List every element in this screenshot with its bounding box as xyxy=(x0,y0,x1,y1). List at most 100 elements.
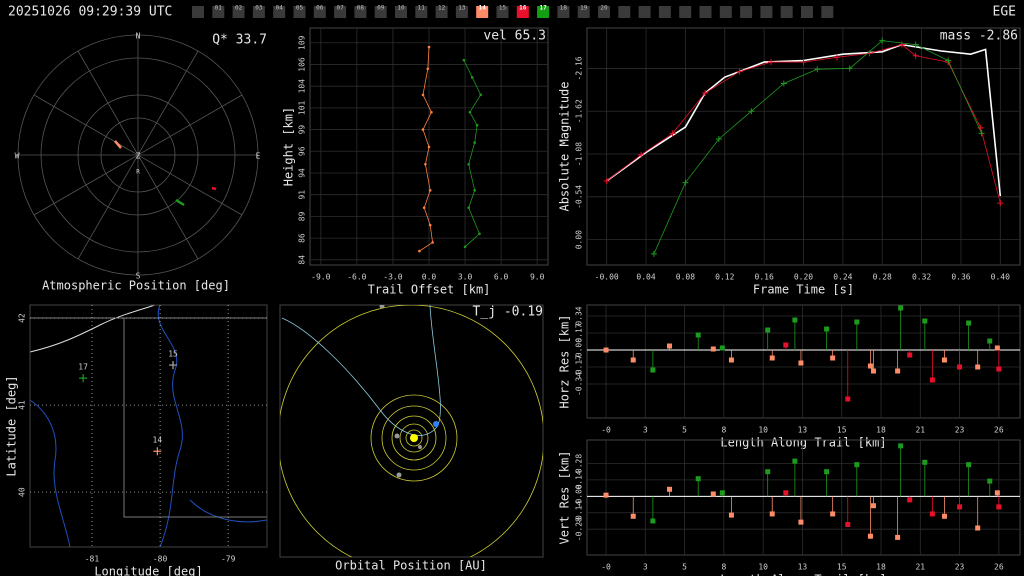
y-tick-label: -0.28 xyxy=(575,517,584,541)
station-marker xyxy=(79,374,88,383)
residual-marker xyxy=(996,366,1002,372)
point-marker xyxy=(473,189,476,192)
station-label: 04 xyxy=(276,5,284,12)
y-tick-label: 86 xyxy=(298,233,307,243)
x-tick-label: 15 xyxy=(837,426,847,435)
station-label: 11 xyxy=(418,5,426,12)
polar-plot xyxy=(17,34,259,276)
point-marker xyxy=(428,223,432,227)
residual-marker xyxy=(830,355,836,361)
station-box xyxy=(638,6,651,18)
plot-frame xyxy=(586,304,1021,419)
x-tick-label: -0.00 xyxy=(595,273,619,282)
x-tick-label: 26 xyxy=(994,426,1004,435)
point-marker xyxy=(650,250,657,257)
station-box xyxy=(679,6,692,18)
y-tick-label: 91 xyxy=(298,190,307,200)
point-marker xyxy=(470,76,474,79)
plot-frame xyxy=(29,304,268,548)
station-marker xyxy=(153,447,162,456)
point-marker xyxy=(478,232,481,236)
map-features xyxy=(29,304,268,548)
x-tick-label: 5 xyxy=(682,563,687,572)
residual-marker xyxy=(929,377,935,383)
series-line xyxy=(419,47,434,252)
station-label: 05 xyxy=(296,5,304,12)
station-label: 07 xyxy=(336,5,344,12)
residual-marker xyxy=(922,459,928,465)
residual-marker xyxy=(966,320,972,326)
orbit-plot xyxy=(280,305,543,557)
y-tick-label: -1.62 xyxy=(575,99,584,123)
station-box xyxy=(212,6,225,18)
station-box xyxy=(476,6,489,18)
residual-marker xyxy=(666,486,672,492)
station-box xyxy=(395,6,407,18)
x-tick-label: 18 xyxy=(876,563,886,572)
point-marker xyxy=(428,189,432,192)
station-box xyxy=(699,6,712,18)
series-line xyxy=(606,44,1001,204)
residual-marker xyxy=(870,503,876,509)
point-marker xyxy=(638,151,645,158)
residual-marker xyxy=(941,357,947,363)
x-tick-label: 0.04 xyxy=(636,273,655,282)
y-tick-label: 104 xyxy=(298,79,307,94)
station-box xyxy=(232,6,245,18)
station-label: 16 xyxy=(519,5,527,12)
residual-marker xyxy=(941,513,947,519)
point-marker xyxy=(748,108,755,115)
station-bar: 01 02 03 04 05 06 07 08 09 10 11 12 13 14 15 16 17 18 19 20 xyxy=(192,5,834,18)
x-tick-label: -81 xyxy=(85,555,100,564)
residual-marker xyxy=(695,332,701,338)
point-marker xyxy=(430,110,433,114)
y-tick-label: -0.34 xyxy=(575,372,584,396)
point-marker xyxy=(669,130,676,137)
station-box xyxy=(821,6,834,18)
annotation: vel 65.3 xyxy=(483,29,546,44)
station-label: 06 xyxy=(316,5,324,12)
residual-marker xyxy=(719,490,725,496)
station-box xyxy=(537,6,550,18)
x-tick-label: 0.40 xyxy=(991,273,1010,282)
y-tick-label: -1.08 xyxy=(575,142,584,166)
station-box xyxy=(516,6,529,18)
y-tick-label: 84 xyxy=(298,255,307,265)
station-box xyxy=(496,6,509,18)
x-tick-label: 0.32 xyxy=(912,273,931,282)
y-tick-label: 99 xyxy=(298,125,307,135)
point-marker xyxy=(424,162,427,166)
residual-marker xyxy=(994,345,1000,351)
station-label: 20 xyxy=(600,5,608,12)
residual-marker xyxy=(824,469,830,475)
y-tick-label: 40 xyxy=(18,487,27,497)
x-tick-label: 26 xyxy=(994,563,1004,572)
residual-marker xyxy=(895,368,901,374)
station-box xyxy=(557,6,570,18)
residual-marker xyxy=(867,533,873,539)
x-tick-label: 3 xyxy=(643,426,648,435)
x-tick-label: 23 xyxy=(955,563,965,572)
residual-marker xyxy=(630,357,636,363)
station-box xyxy=(455,6,468,18)
station-code: EGE xyxy=(993,5,1016,20)
x-tick-label: 21 xyxy=(915,426,925,435)
station-box xyxy=(760,6,773,18)
station-box xyxy=(598,6,610,18)
x-tick-label: 3.0 xyxy=(458,273,473,282)
y-tick-label: 0.14 xyxy=(575,470,584,489)
y-tick-label: 94 xyxy=(298,168,307,178)
point-marker xyxy=(682,179,689,186)
station-box xyxy=(313,6,326,18)
x-axis-label: Longitude [deg] xyxy=(94,565,202,576)
series-line xyxy=(463,59,482,248)
station-box xyxy=(780,6,793,18)
x-tick-label: -79 xyxy=(221,555,236,564)
station-label: 03 xyxy=(255,5,263,12)
residual-marker xyxy=(769,511,775,517)
residual-marker xyxy=(854,319,860,325)
station-marker-label: 14 xyxy=(153,436,163,445)
residual-marker xyxy=(898,305,904,311)
point-marker xyxy=(945,57,952,64)
x-tick-label: 8 xyxy=(721,563,726,572)
